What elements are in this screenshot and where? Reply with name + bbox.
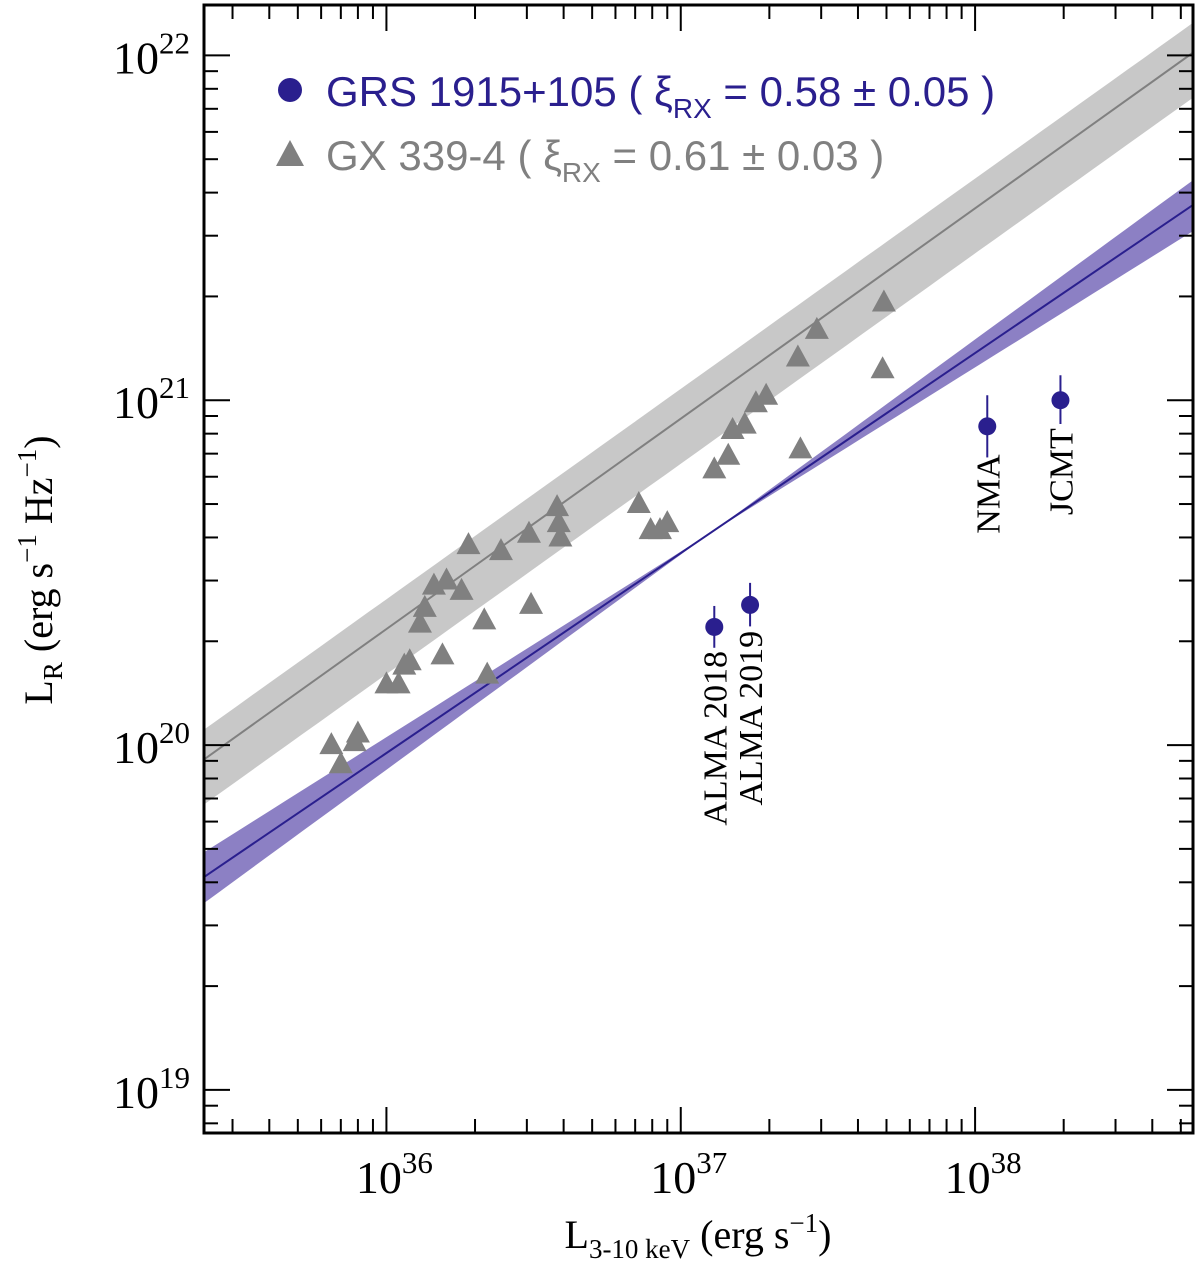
data-point-gx339 bbox=[345, 720, 370, 743]
data-point-grs1915 bbox=[978, 417, 997, 436]
point-label: ALMA 2019 bbox=[733, 631, 770, 806]
x-tick-label: 1037 bbox=[650, 1145, 727, 1203]
data-point-gx339 bbox=[788, 436, 813, 459]
data-point-gx339 bbox=[449, 577, 474, 600]
data-point-gx339 bbox=[456, 532, 481, 555]
point-label: JCMT bbox=[1043, 428, 1080, 515]
data-point-gx339 bbox=[319, 732, 344, 755]
x-tick-label: 1036 bbox=[356, 1145, 433, 1203]
data-point-gx339 bbox=[732, 411, 757, 434]
x-axis-title: L3-10 keV (erg s−1) bbox=[565, 1208, 832, 1264]
data-point-gx339 bbox=[871, 289, 896, 312]
data-point-gx339 bbox=[655, 510, 680, 533]
legend-entry-grs: GRS 1915+105 ( ξRX = 0.58 ± 0.05 ) bbox=[326, 68, 995, 124]
data-point-gx339 bbox=[407, 610, 432, 633]
legend-marker-gx bbox=[276, 140, 304, 166]
legend-marker-grs bbox=[278, 78, 302, 102]
data-point-gx339 bbox=[488, 538, 513, 561]
fit-line-triangle bbox=[204, 51, 1193, 761]
plot-frame bbox=[202, 3, 1195, 1135]
data-point-gx339 bbox=[516, 520, 541, 543]
data-point-gx339 bbox=[546, 510, 571, 533]
data-point-gx339 bbox=[412, 594, 437, 617]
data-point-gx339 bbox=[434, 567, 459, 590]
y-tick-label: 1020 bbox=[113, 715, 190, 773]
data-point-gx339 bbox=[545, 494, 570, 517]
data-point-grs1915 bbox=[741, 595, 760, 614]
data-point-gx339 bbox=[804, 316, 829, 339]
point-label: ALMA 2018 bbox=[697, 651, 734, 826]
point-label: NMA bbox=[970, 454, 1007, 534]
data-point-gx339 bbox=[386, 671, 411, 694]
data-point-gx339 bbox=[475, 661, 500, 684]
y-tick-label: 1022 bbox=[113, 25, 190, 83]
data-point-gx339 bbox=[702, 456, 727, 479]
legend: GRS 1915+105 ( ξRX = 0.58 ± 0.05 ) GX 33… bbox=[276, 68, 995, 188]
data-point-gx339 bbox=[785, 344, 810, 367]
fit-line-circle bbox=[204, 204, 1193, 878]
data-point-gx339 bbox=[430, 642, 455, 665]
fit-band-circle bbox=[204, 180, 1193, 904]
y-axis-title: LR (erg s−1 Hz−1) bbox=[12, 435, 68, 704]
y-tick-label: 1021 bbox=[113, 370, 190, 428]
data-point-grs1915 bbox=[705, 617, 724, 636]
data-point-gx339 bbox=[472, 607, 497, 630]
data-point-gx339 bbox=[716, 442, 741, 465]
data-point-gx339 bbox=[743, 390, 768, 413]
fit-band-triangle bbox=[204, 22, 1193, 805]
x-tick-label: 1038 bbox=[945, 1145, 1022, 1203]
legend-entry-gx: GX 339-4 ( ξRX = 0.61 ± 0.03 ) bbox=[326, 132, 884, 188]
data-point-grs1915 bbox=[1051, 391, 1070, 410]
data-point-gx339 bbox=[870, 356, 895, 379]
data-point-gx339 bbox=[626, 491, 651, 514]
data-point-gx339 bbox=[397, 648, 422, 671]
y-tick-label: 1019 bbox=[113, 1060, 190, 1118]
data-point-gx339 bbox=[754, 382, 779, 405]
data-point-gx339 bbox=[519, 591, 544, 614]
data-point-gx339 bbox=[328, 751, 353, 774]
data-point-gx339 bbox=[548, 524, 573, 547]
